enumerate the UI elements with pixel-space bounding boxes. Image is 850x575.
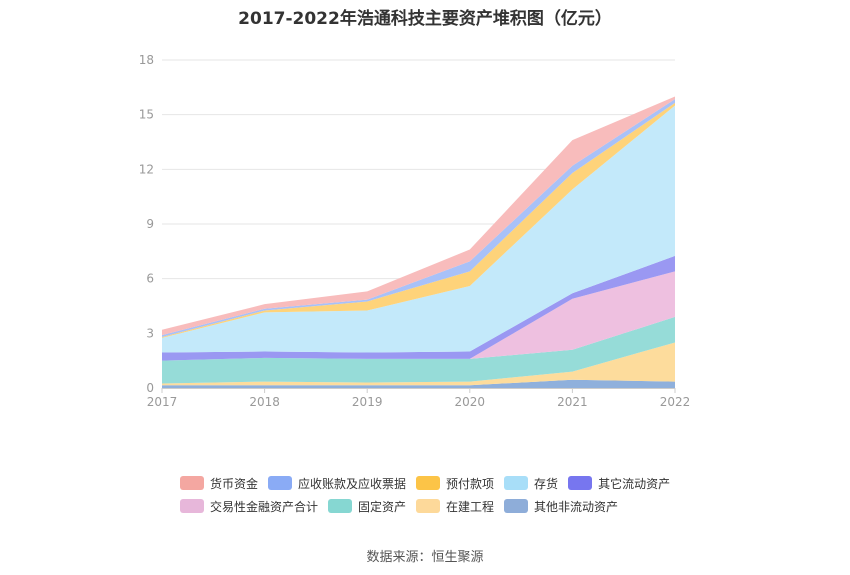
legend-item[interactable]: 货币资金 bbox=[180, 475, 258, 492]
y-tick-label: 18 bbox=[139, 53, 154, 67]
legend-label: 在建工程 bbox=[446, 499, 495, 514]
legend-item[interactable]: 交易性金融资产合计 bbox=[180, 498, 318, 515]
x-tick-label: 2020 bbox=[455, 395, 486, 409]
y-tick-label: 0 bbox=[146, 381, 154, 395]
legend-item[interactable]: 固定资产 bbox=[328, 498, 406, 515]
legend-item[interactable]: 应收账款及应收票据 bbox=[268, 475, 406, 492]
legend-swatch bbox=[180, 499, 204, 513]
legend-swatch bbox=[268, 476, 293, 490]
legend-label: 其他非流动资产 bbox=[534, 499, 619, 514]
x-tick-label: 2017 bbox=[147, 395, 178, 409]
legend-item[interactable]: 其它流动资产 bbox=[568, 475, 670, 492]
legend-row: 交易性金融资产合计 固定资产 在建工程 其他非流动资产 bbox=[180, 495, 700, 517]
area-series bbox=[162, 96, 675, 388]
legend-item[interactable]: 预付款项 bbox=[416, 475, 494, 492]
legend-label: 固定资产 bbox=[358, 499, 407, 514]
y-tick-label: 12 bbox=[139, 162, 154, 176]
x-tick-label: 2018 bbox=[249, 395, 280, 409]
area-series-0[interactable] bbox=[162, 379, 675, 388]
chart-title: 2017-2022年浩通科技主要资产堆积图（亿元） bbox=[238, 9, 612, 29]
legend-label: 货币资金 bbox=[210, 476, 259, 491]
area-series-8[interactable] bbox=[162, 96, 675, 336]
legend: 货币资金 应收账款及应收票据 预付款项 存货 其它流动资产 交易性金融资产合计 固定资产 在… bbox=[180, 472, 700, 518]
x-tick-label: 2021 bbox=[557, 395, 588, 409]
legend-label: 预付款项 bbox=[446, 476, 495, 491]
area-series-2[interactable] bbox=[162, 316, 675, 384]
source-note: 数据来源：恒生聚源 bbox=[366, 550, 484, 565]
area-series-1[interactable] bbox=[162, 342, 675, 386]
area-series-5[interactable] bbox=[162, 105, 675, 353]
axes: 0 3 6 9 12 15 18 2017 2018 2019 2020 2021 2022 bbox=[139, 53, 691, 409]
legend-label: 其它流动资产 bbox=[598, 476, 671, 491]
legend-swatch bbox=[416, 499, 441, 513]
legend-swatch bbox=[180, 476, 204, 490]
legend-item[interactable]: 存货 bbox=[504, 475, 558, 492]
legend-swatch bbox=[416, 476, 441, 490]
x-tick-label: 2022 bbox=[660, 395, 691, 409]
legend-swatch bbox=[504, 476, 529, 490]
legend-swatch bbox=[328, 499, 353, 513]
legend-swatch bbox=[504, 499, 529, 513]
y-tick-label: 3 bbox=[146, 326, 154, 340]
legend-label: 存货 bbox=[534, 476, 559, 491]
area-series-6[interactable] bbox=[162, 102, 675, 338]
legend-row: 货币资金 应收账款及应收票据 预付款项 存货 其它流动资产 bbox=[180, 472, 700, 494]
y-tick-label: 9 bbox=[146, 217, 154, 231]
legend-swatch bbox=[568, 476, 593, 490]
x-tick-label: 2019 bbox=[352, 395, 383, 409]
legend-item[interactable]: 在建工程 bbox=[416, 498, 494, 515]
legend-item[interactable]: 其他非流动资产 bbox=[504, 498, 618, 515]
legend-label: 交易性金融资产合计 bbox=[210, 499, 319, 514]
y-tick-label: 6 bbox=[146, 272, 154, 286]
legend-label: 应收账款及应收票据 bbox=[298, 476, 407, 491]
area-series-3[interactable] bbox=[162, 271, 675, 361]
y-tick-label: 15 bbox=[139, 108, 154, 122]
